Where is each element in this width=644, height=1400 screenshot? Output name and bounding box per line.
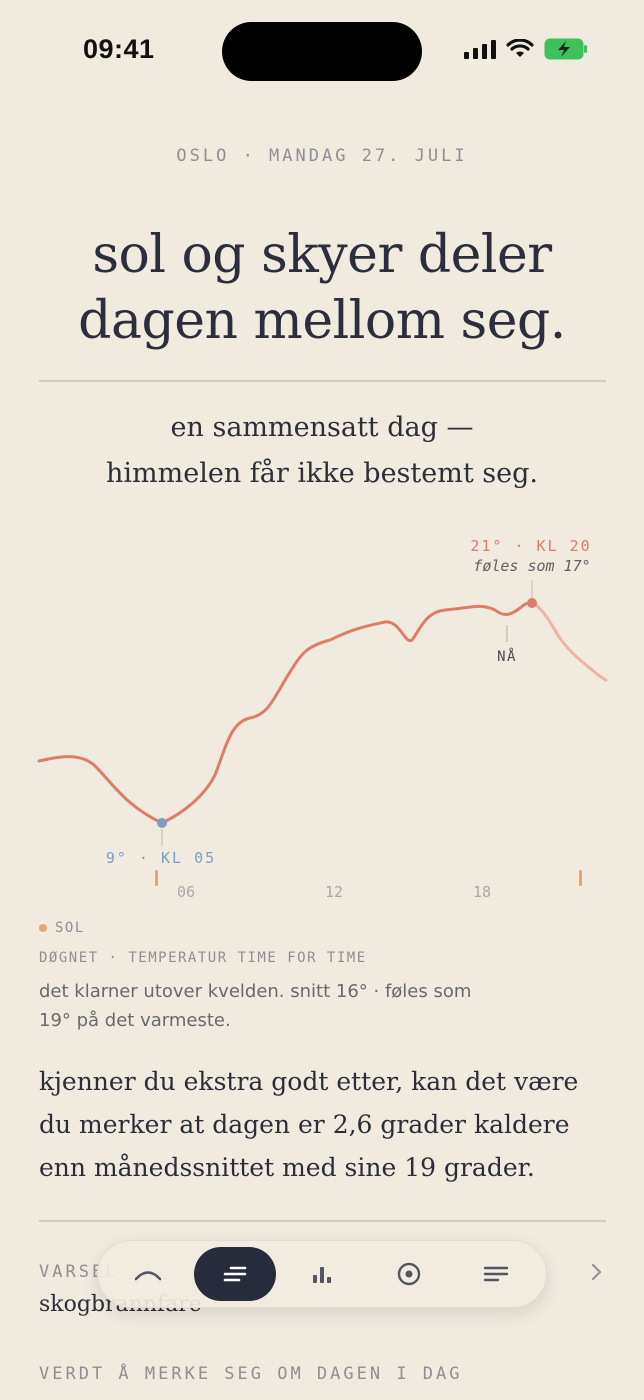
warning-label: VARSEL xyxy=(39,1262,119,1282)
target-icon xyxy=(397,1262,421,1286)
headline: sol og skyer deler dagen mellom seg. xyxy=(0,222,644,354)
status-icons xyxy=(464,38,588,60)
high-feels-label: føles som 17° xyxy=(473,557,590,575)
chart-caption-label: DØGNET · TEMPERATUR TIME FOR TIME xyxy=(39,950,367,966)
tab-text[interactable] xyxy=(193,1247,276,1301)
temperature-line-future xyxy=(530,601,608,682)
wifi-icon xyxy=(506,39,534,57)
x-tick-label: 12 xyxy=(325,883,343,901)
divider-bottom xyxy=(39,1220,606,1222)
tab-overview[interactable] xyxy=(107,1247,189,1301)
temperature-chart: 21° · KL 20 føles som 17° NÅ 9° · KL 05 … xyxy=(37,537,608,901)
tab-charts[interactable] xyxy=(281,1247,363,1301)
now-label: NÅ xyxy=(497,648,517,665)
dateline: OSLO · MANDAG 27. JULI xyxy=(176,146,468,166)
high-point xyxy=(527,598,537,608)
tab-bar xyxy=(97,1240,547,1308)
temperature-line-past xyxy=(37,601,534,825)
list-icon xyxy=(484,1266,509,1282)
low-point xyxy=(157,818,167,828)
status-time: 09:41 xyxy=(83,34,155,64)
sun-legend-label: SOL xyxy=(55,920,85,936)
subheadline-line-2: himmelen får ikke bestemt seg. xyxy=(106,458,538,489)
body-paragraph: kjenner du ekstra godt etter, kan det væ… xyxy=(39,1067,579,1182)
tab-focus[interactable] xyxy=(368,1247,450,1301)
sunset-marker xyxy=(579,870,582,886)
arc-icon xyxy=(134,1271,161,1281)
chart-caption-text: det klarner utover kvelden. snitt 16° · … xyxy=(39,981,472,1031)
headline-line-1: sol og skyer deler xyxy=(92,225,552,285)
subheadline-line-1: en sammensatt dag — xyxy=(170,412,474,443)
chevron-right-icon[interactable] xyxy=(586,1262,606,1282)
sun-legend-dot xyxy=(39,924,47,932)
low-label: 9° · KL 05 xyxy=(106,849,216,867)
x-tick-label: 18 xyxy=(473,883,491,901)
x-tick-label: 06 xyxy=(177,883,195,901)
signal-icon xyxy=(464,40,496,59)
headline-line-2: dagen mellom seg. xyxy=(78,291,566,351)
tab-list[interactable] xyxy=(455,1247,537,1301)
subheadline: en sammensatt dag — himmelen får ikke be… xyxy=(0,405,644,497)
chart-legend: SOL xyxy=(39,920,85,936)
divider-top xyxy=(39,380,606,382)
lines-icon xyxy=(223,1266,247,1282)
section-label: VERDT Å MERKE SEG OM DAGEN I DAG xyxy=(39,1364,463,1384)
bar-chart-icon xyxy=(312,1267,331,1283)
sunrise-marker xyxy=(155,870,158,886)
high-label: 21° · KL 20 xyxy=(470,537,591,555)
dynamic-island xyxy=(222,22,422,81)
battery-icon xyxy=(544,38,587,60)
